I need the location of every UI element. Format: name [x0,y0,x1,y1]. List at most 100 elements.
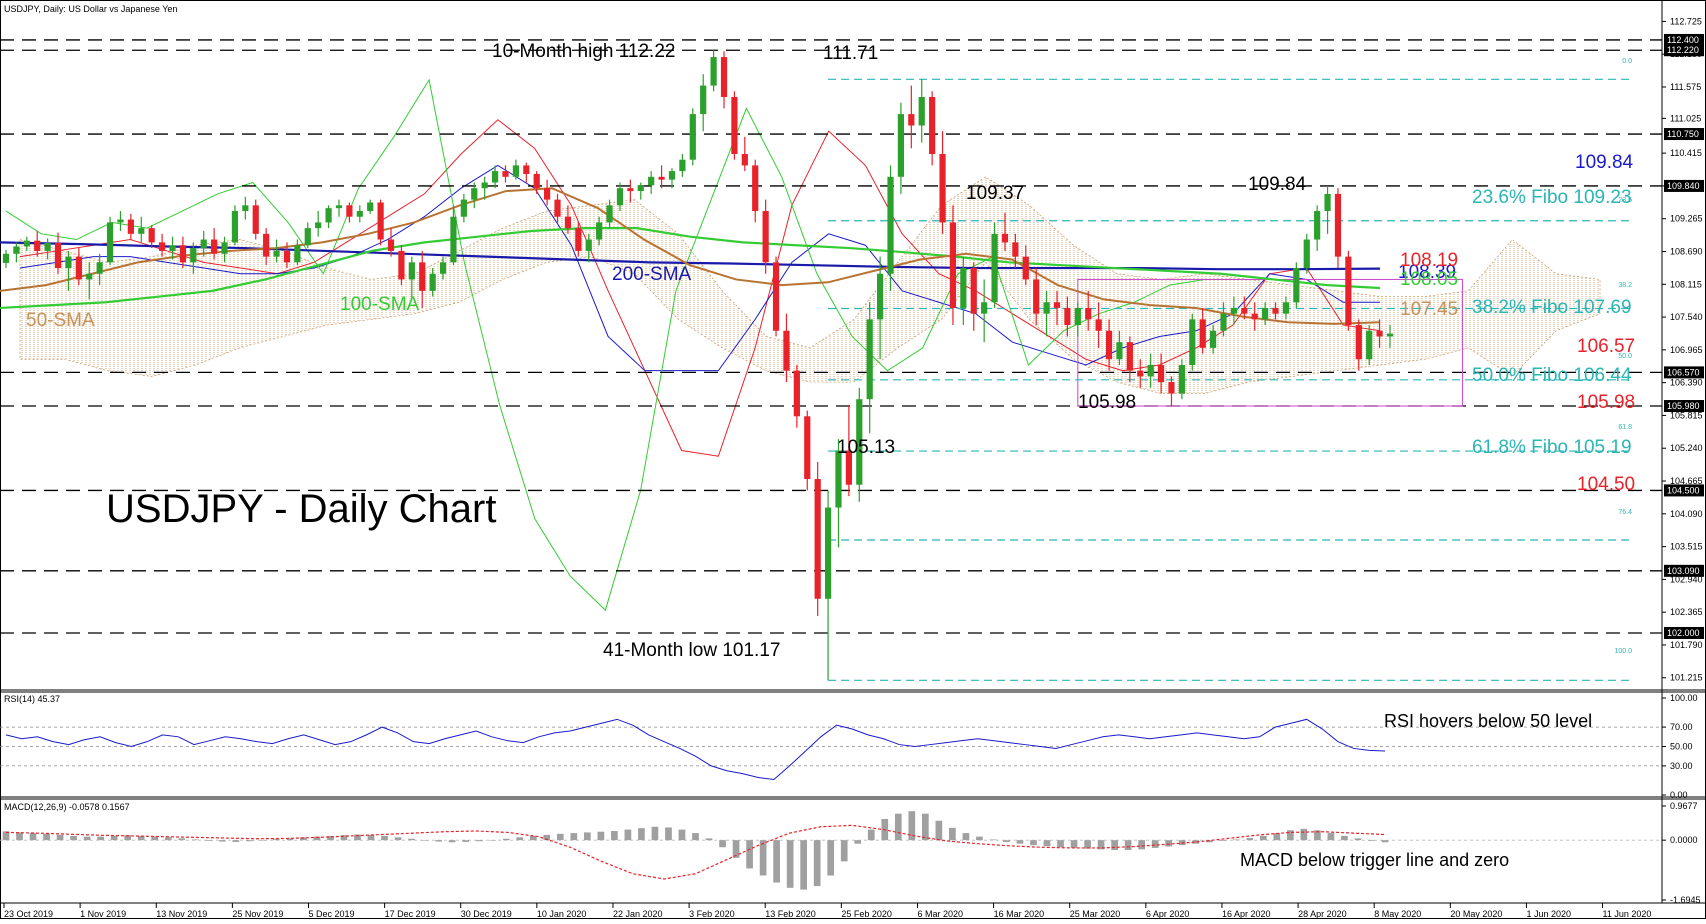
candle-body [658,176,665,180]
date-tick-label: 25 Nov 2019 [232,909,283,919]
macd-histogram-bar [110,835,118,841]
right-label-105-98: 105.98 [1577,392,1635,413]
candle-body [138,228,145,234]
candle-body [1168,382,1175,394]
candle-body [65,256,72,269]
price-tick-label: 108.690 [1670,247,1703,257]
candle-body [2,253,10,263]
candle-body [429,273,436,291]
macd-histogram-bar [1192,840,1200,844]
candle-body [419,262,426,291]
price-tick-label: 104.090 [1670,509,1703,519]
macd-histogram-bar [908,811,916,841]
candle-body [981,302,988,314]
macd-histogram-bar [962,833,970,841]
candle-body [1272,307,1279,314]
price-tick-label: 109.265 [1670,214,1703,224]
candle-body [148,228,155,243]
macd-histogram-bar [489,840,497,841]
macd-histogram-bar [462,840,470,842]
macd-histogram-bar [178,838,186,841]
macd-histogram-bar [83,836,91,841]
candle-body [367,202,374,212]
candle-body [523,165,530,174]
candle-body [23,240,30,247]
candle-body [1314,211,1321,240]
right-label-fibo-50: 50.0% Fibo 106.44 [1472,365,1632,386]
macd-histogram-bar [556,833,564,841]
candle-body [44,242,51,251]
candle-body [75,256,82,280]
price-tick-label: 105.815 [1670,410,1703,420]
price-boxed-label: 106.570 [1667,367,1700,377]
date-tick-label: 11 Jun 2020 [1603,909,1652,919]
macd-histogram-bar [665,827,672,841]
candle-body [1220,313,1227,331]
macd-histogram-bar [773,840,780,883]
candle-body [1241,307,1248,314]
macd-histogram-bar [813,840,821,887]
macd-histogram-bar [719,840,726,848]
price-boxed-bg [1664,564,1704,577]
candle-body [346,205,353,217]
price-tick-label: 108.115 [1670,279,1702,289]
macd-histogram-bar [1381,840,1389,843]
candle-body [554,199,561,217]
price-tick-label: 105.240 [1670,443,1703,453]
candle-body [575,228,582,251]
candle-body [96,262,103,274]
macd-histogram-bar [976,836,983,841]
price-boxed-bg [1664,626,1704,639]
macd-histogram-bar [1084,840,1091,849]
rsi-panel: 100.00 70.00 50.00 30.00 0.00 [0,693,1698,800]
label-109-37: 109.37 [966,183,1024,204]
macd-histogram-bar [1232,839,1240,841]
label-100-sma: 100-SMA [340,294,420,315]
candle-body [1043,302,1050,314]
macd-histogram-bar [137,835,145,841]
macd-histogram-bar [1151,840,1159,848]
macd-histogram-bar [97,836,104,841]
date-tick-label: 22 Jan 2020 [613,909,663,919]
candle-body [1209,330,1217,348]
candle-body [793,370,800,417]
macd-histogram-bar [151,836,159,841]
candle-body [179,245,187,263]
candle-body [294,245,301,263]
candle-body [325,208,332,223]
macd-histogram-bar [124,835,132,841]
price-boxed-label: 105.980 [1667,401,1700,411]
candle-body [252,205,259,234]
macd-histogram-bar [1341,835,1348,841]
candle-body [1126,342,1133,371]
date-tick-label: 6 Mar 2020 [917,909,963,919]
label-105-13: 105.13 [837,437,895,458]
price-tick-label: 111.025 [1670,113,1701,123]
macd-histogram-bar [273,839,280,841]
candle-body [86,273,93,280]
macd-histogram-bar [1354,838,1362,841]
macd-panel: 0.9677 0.0000 -1.6945 [0,801,1701,905]
date-tick-label: 30 Dec 2019 [461,909,512,919]
fibonacci-levels [828,78,1634,681]
price-tick-label: 103.515 [1670,542,1703,552]
macd-histogram-bar [1219,840,1227,841]
right-label-fibo-618: 61.8% Fibo 105.19 [1472,437,1632,458]
candle-body [845,450,852,485]
macd-histogram-bar [475,840,483,842]
macd-histogram-bar [935,820,943,841]
macd-histogram-bar [16,832,23,841]
macd-histogram-bar [1070,840,1078,848]
moving-averages [0,187,1381,325]
price-tick-label: 112.725 [1670,16,1702,26]
macd-tick-label: 0.0000 [1670,835,1698,845]
macd-histogram-bar [1003,840,1010,842]
macd-histogram-bar [1246,838,1254,841]
fib-level-50: 50.0 [1618,353,1632,360]
price-boxed-bg [1664,179,1704,192]
price-tick-label: 104.665 [1670,476,1703,486]
right-label-108-39: 108.39 [1398,262,1456,283]
macd-histogram-bar [543,834,551,841]
candle-body [637,185,644,192]
